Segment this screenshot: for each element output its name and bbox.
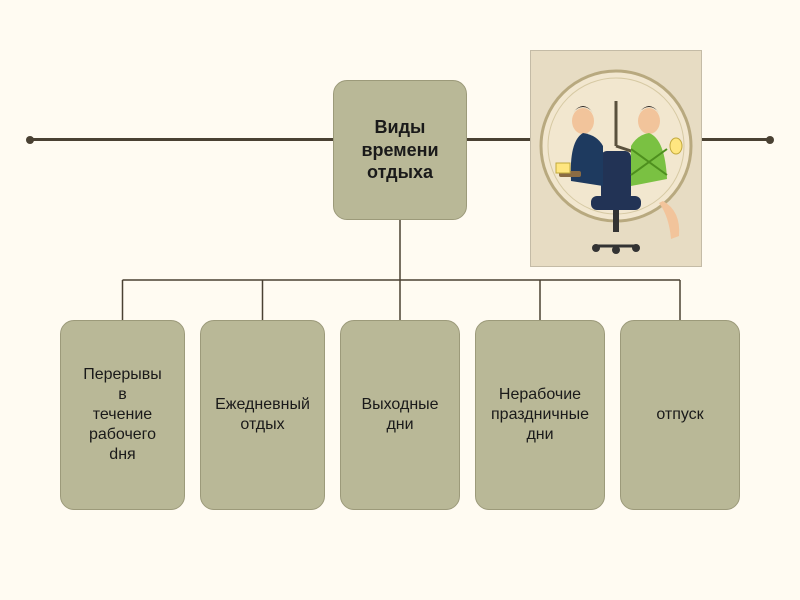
child-node-label-3: Нерабочие праздничные дни: [491, 385, 589, 445]
child-node-3: Нерабочие праздничные дни: [475, 320, 605, 510]
child-node-label-0: Перерывы в течение рабочего dня: [83, 365, 162, 465]
divider-cap-right: [766, 136, 774, 144]
child-node-label-2: Выходные дни: [361, 395, 438, 435]
child-node-label-4: отпуск: [656, 405, 703, 425]
child-node-4: отпуск: [620, 320, 740, 510]
divider-cap-left: [26, 136, 34, 144]
child-node-0: Перерывы в течение рабочего dня: [60, 320, 185, 510]
child-node-1: Ежедневный отдых: [200, 320, 325, 510]
child-node-2: Выходные дни: [340, 320, 460, 510]
root-node: Виды времени отдыха: [333, 80, 467, 220]
child-node-label-1: Ежедневный отдых: [215, 395, 310, 435]
illustration-cartoon: [530, 50, 702, 267]
root-node-label: Виды времени отдыха: [361, 116, 438, 184]
